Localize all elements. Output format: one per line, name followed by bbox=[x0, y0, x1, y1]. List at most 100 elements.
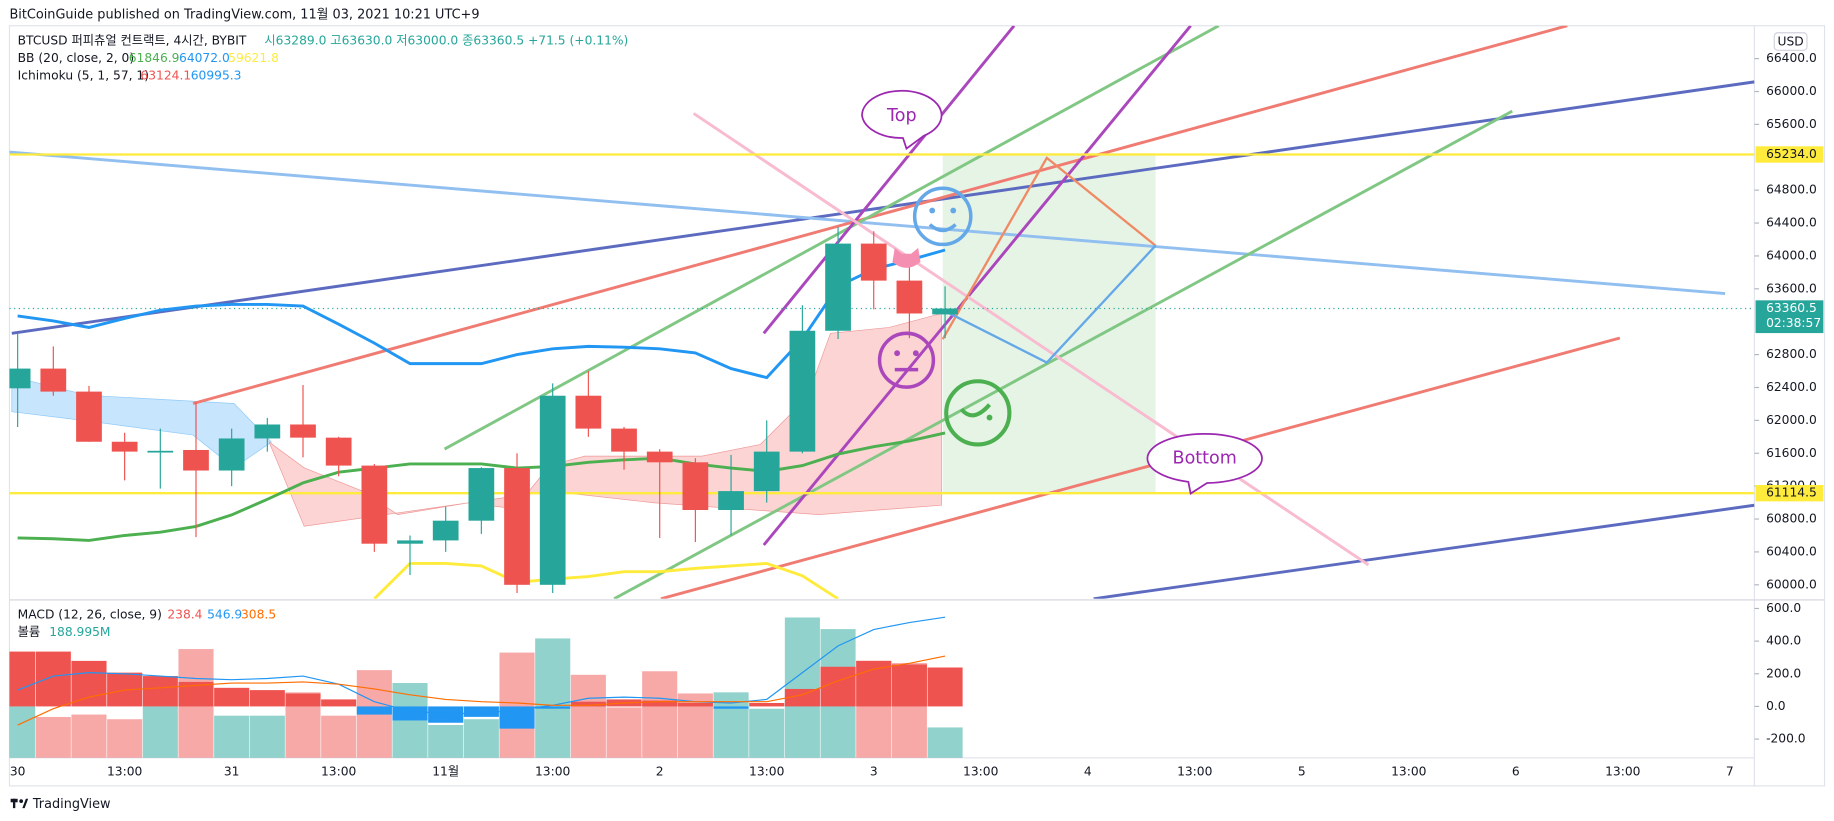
y-tick-label: -200.0 bbox=[1766, 732, 1806, 746]
y-tick-label: 60800.0 bbox=[1766, 512, 1817, 526]
macd-histogram-bar bbox=[713, 706, 749, 709]
face-eye bbox=[929, 207, 936, 214]
published-note: BitCoinGuide published on TradingView.co… bbox=[9, 8, 479, 23]
candle-body bbox=[290, 424, 316, 438]
candle-body bbox=[432, 520, 459, 541]
macd-histogram-bar bbox=[214, 687, 250, 707]
x-tick-label: 13:00 bbox=[1391, 764, 1426, 778]
candle-body bbox=[682, 462, 709, 510]
axes: 66400.066000.065600.064800.064400.064000… bbox=[10, 51, 1824, 778]
y-tick-label: 64800.0 bbox=[1766, 183, 1817, 197]
macd-legend: MACD (12, 26, close, 9) bbox=[18, 608, 162, 622]
bb-legend: BB (20, close, 2, 0) bbox=[18, 51, 134, 65]
volume-bar bbox=[71, 714, 107, 758]
macd-pane bbox=[9, 616, 963, 758]
symbol: BTCUSD 퍼피츄얼 컨트랙트, 4시간, BYBIT bbox=[18, 33, 247, 47]
y-tick-label: 60000.0 bbox=[1766, 577, 1817, 591]
smile-face bbox=[912, 186, 973, 247]
volume-bar bbox=[570, 674, 606, 758]
price-label: 65234.0 bbox=[1766, 147, 1817, 161]
x-tick-label: 6 bbox=[1512, 764, 1520, 778]
candle-body bbox=[932, 308, 958, 315]
bb-value: 64072.0 bbox=[179, 51, 230, 65]
y-tick-label: 62000.0 bbox=[1766, 413, 1817, 427]
x-tick-label: 7 bbox=[1726, 764, 1734, 778]
candle-body bbox=[718, 491, 744, 510]
logo-part bbox=[22, 798, 29, 809]
callout-top bbox=[861, 89, 943, 150]
candle-body bbox=[896, 280, 923, 314]
macd-histogram-bar bbox=[784, 688, 820, 707]
macd-histogram-bar bbox=[428, 706, 464, 723]
price-label: 61114.5 bbox=[1766, 486, 1817, 500]
y-tick-label: 60400.0 bbox=[1766, 544, 1817, 558]
macd-histogram-bar bbox=[499, 706, 535, 729]
face-eye bbox=[912, 350, 919, 357]
cat-icon bbox=[892, 247, 921, 268]
candle-body bbox=[611, 428, 637, 452]
face-eye bbox=[950, 207, 957, 214]
neutral-face bbox=[877, 331, 936, 389]
macd-histogram-bar bbox=[891, 664, 927, 707]
x-tick-label: 31 bbox=[224, 764, 240, 778]
x-tick-label: 4 bbox=[1084, 764, 1092, 778]
face-mouth bbox=[959, 403, 992, 418]
face-mouth bbox=[928, 223, 957, 233]
price-label-box bbox=[1755, 484, 1824, 502]
volume-bar bbox=[9, 706, 36, 758]
volume-bar bbox=[499, 652, 535, 758]
ichimoku-value: 60995.3 bbox=[191, 69, 242, 83]
legend: BTCUSD 퍼피츄얼 컨트랙트, 4시간, BYBIT 시63289.0 고6… bbox=[18, 32, 1808, 639]
volume-bar bbox=[749, 708, 785, 758]
x-tick-label: 13:00 bbox=[1605, 764, 1640, 778]
footer-brand: TradingView bbox=[32, 797, 111, 812]
x-tick-label: 13:00 bbox=[535, 764, 570, 778]
x-tick-label: 5 bbox=[1298, 764, 1306, 778]
volume-value: 188.995M bbox=[49, 625, 110, 639]
x-tick-label: 3 bbox=[870, 764, 878, 778]
macd-histogram-bar bbox=[142, 676, 178, 707]
candle-body bbox=[183, 449, 209, 471]
callout-label: Bottom bbox=[1173, 448, 1237, 468]
volume-bar bbox=[642, 671, 678, 758]
macd-line bbox=[17, 616, 946, 715]
x-tick-label: 13:00 bbox=[1177, 764, 1212, 778]
y-tick-label: 65600.0 bbox=[1766, 117, 1817, 131]
price-label-box bbox=[1755, 146, 1824, 163]
macd-histogram-bar bbox=[677, 702, 713, 707]
trend-line bbox=[762, 25, 1016, 335]
y-tick-label: 66000.0 bbox=[1766, 84, 1817, 98]
currency: USD bbox=[1778, 35, 1804, 49]
x-tick-label: 30 bbox=[10, 764, 26, 778]
candle-body bbox=[147, 450, 174, 453]
y-tick-label: 200.0 bbox=[1766, 666, 1801, 680]
candle-body bbox=[575, 395, 602, 429]
candle-body bbox=[361, 465, 388, 544]
last-price-box bbox=[1755, 300, 1824, 334]
macd-value: 308.5 bbox=[241, 608, 276, 622]
bb-value: 61846.9 bbox=[129, 51, 180, 65]
macd-histogram-bar bbox=[535, 706, 571, 709]
face-eye bbox=[986, 414, 993, 421]
countdown: 02:38:57 bbox=[1766, 316, 1821, 330]
macd-histogram-bar bbox=[570, 701, 606, 707]
candle-body bbox=[397, 540, 423, 544]
indicator-line bbox=[17, 431, 946, 542]
x-tick-label: 13:00 bbox=[749, 764, 784, 778]
macd-histogram-bar bbox=[749, 702, 785, 707]
logo-part bbox=[19, 799, 24, 803]
candle-body bbox=[40, 368, 67, 392]
macd-histogram-bar bbox=[463, 706, 499, 717]
volume-bar bbox=[606, 707, 642, 758]
trend-line bbox=[660, 336, 1621, 599]
volume-bar bbox=[35, 716, 71, 758]
macd-histogram-bar bbox=[9, 651, 36, 707]
y-tick-label: 62400.0 bbox=[1766, 380, 1817, 394]
candle-body bbox=[76, 391, 102, 442]
candle-body bbox=[504, 468, 530, 585]
macd-histogram-bar bbox=[392, 706, 428, 721]
x-tick-label: 13:00 bbox=[963, 764, 998, 778]
face-eye bbox=[894, 350, 901, 357]
macd-histogram-bar bbox=[249, 690, 285, 707]
